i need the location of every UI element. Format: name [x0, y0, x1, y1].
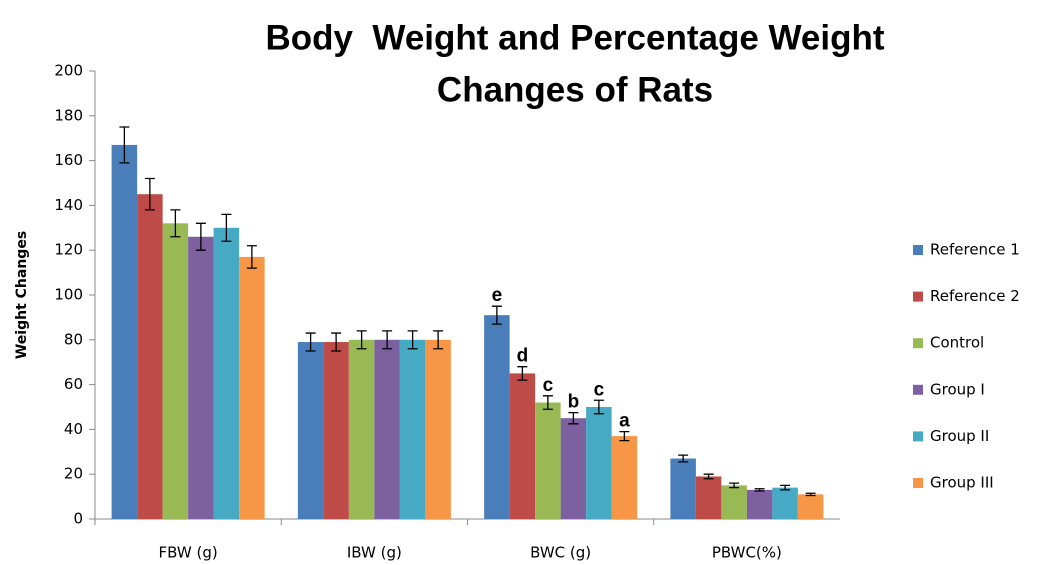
y-tick-label: 0 — [73, 510, 83, 528]
error-bar — [119, 126, 130, 164]
y-tick-label: 140 — [54, 196, 83, 214]
legend-label: Group I — [930, 380, 985, 398]
y-tick-label: 180 — [54, 106, 83, 124]
bar — [797, 494, 824, 519]
error-bar — [568, 411, 579, 425]
bar — [509, 373, 536, 519]
x-tick-label: BWC (g) — [530, 544, 591, 562]
annotation: c — [543, 375, 554, 396]
annotation: d — [517, 346, 529, 367]
bar — [670, 458, 696, 519]
error-bar — [407, 330, 418, 350]
bar — [772, 487, 798, 519]
legend-swatch — [913, 384, 923, 395]
bar — [484, 315, 510, 519]
legend-swatch — [913, 431, 923, 442]
error-bar — [542, 395, 553, 410]
legend-label: Reference 1 — [930, 241, 1020, 259]
legend-label: Group II — [930, 427, 989, 445]
bar — [297, 342, 324, 519]
x-tick-label: PBWC(%) — [712, 544, 782, 562]
error-bar — [305, 332, 316, 352]
bar — [721, 485, 747, 519]
y-axis-label: Weight Changes — [14, 231, 30, 359]
error-bar — [780, 484, 791, 491]
bar — [239, 256, 265, 519]
bar — [374, 339, 400, 519]
bar — [323, 342, 349, 519]
y-tick-label: 40 — [64, 420, 83, 438]
bar — [425, 339, 451, 519]
chart-title: Changes of Rats — [437, 70, 713, 109]
error-bar — [805, 492, 816, 497]
annotation: e — [492, 285, 503, 306]
annotation: c — [594, 379, 605, 400]
bar — [746, 489, 773, 519]
legend-swatch — [913, 478, 923, 488]
bar — [188, 236, 214, 519]
y-tick-label: 120 — [54, 241, 83, 259]
bar — [695, 476, 722, 519]
bar — [111, 144, 138, 520]
legend-label: Reference 2 — [930, 287, 1020, 305]
legend-swatch — [913, 338, 923, 349]
error-bar — [491, 305, 502, 325]
legend-label: Control — [930, 334, 984, 352]
error-bar — [246, 245, 257, 269]
bar — [586, 407, 612, 519]
legend-swatch — [913, 291, 923, 302]
x-tick-label: IBW (g) — [347, 544, 402, 562]
bar — [560, 418, 587, 519]
y-tick-label: 100 — [54, 286, 83, 304]
bar — [535, 402, 561, 519]
annotation: a — [619, 411, 630, 432]
error-bar — [356, 330, 367, 350]
error-bar — [703, 473, 714, 480]
error-bar — [517, 366, 528, 381]
chart-title: Body Weight and Percentage Weight — [265, 18, 884, 57]
error-bar — [433, 330, 444, 350]
bar — [611, 436, 638, 519]
error-bar — [170, 209, 181, 238]
y-tick-label: 80 — [64, 330, 83, 348]
error-bar — [331, 332, 342, 352]
bar — [162, 223, 189, 519]
annotation: b — [568, 392, 580, 413]
legend-label: Group III — [930, 474, 994, 492]
error-bar — [221, 213, 232, 242]
x-tick-label: FBW (g) — [159, 544, 218, 562]
error-bar — [754, 488, 765, 492]
error-bar — [144, 177, 155, 211]
bar — [137, 194, 163, 519]
error-bar — [619, 430, 630, 442]
error-bar — [729, 482, 740, 489]
error-bar — [382, 330, 393, 350]
bar — [399, 339, 426, 519]
error-bar — [678, 454, 689, 463]
legend-swatch — [913, 245, 923, 255]
error-bar — [195, 222, 206, 251]
error-bar — [593, 399, 604, 415]
y-tick-label: 160 — [54, 151, 83, 169]
bar — [348, 339, 375, 519]
bar — [213, 227, 240, 520]
y-tick-label: 60 — [64, 375, 83, 393]
y-tick-label: 20 — [64, 465, 83, 483]
y-tick-label: 200 — [54, 62, 83, 80]
